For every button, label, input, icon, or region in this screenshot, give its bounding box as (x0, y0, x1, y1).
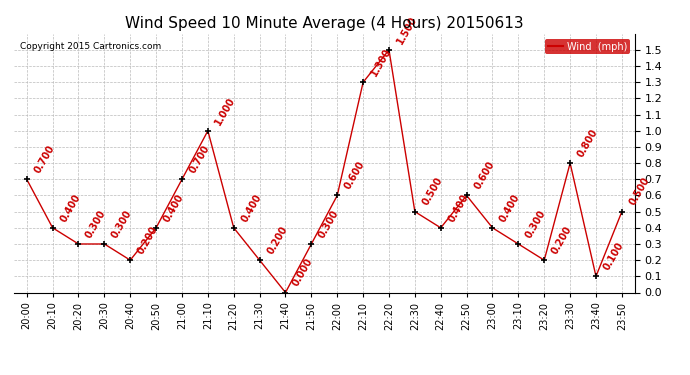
Text: 0.400: 0.400 (446, 192, 471, 224)
Title: Wind Speed 10 Minute Average (4 Hours) 20150613: Wind Speed 10 Minute Average (4 Hours) 2… (125, 16, 524, 31)
Text: 0.300: 0.300 (84, 208, 108, 240)
Text: 0.200: 0.200 (550, 224, 574, 256)
Text: 0.600: 0.600 (472, 160, 496, 191)
Text: 0.300: 0.300 (110, 208, 134, 240)
Text: 0.300: 0.300 (524, 208, 548, 240)
Text: 0.700: 0.700 (32, 144, 57, 175)
Text: 0.400: 0.400 (58, 192, 82, 224)
Text: 0.600: 0.600 (343, 160, 367, 191)
Text: 0.400: 0.400 (239, 192, 264, 224)
Text: 0.000: 0.000 (291, 257, 315, 288)
Text: Copyright 2015 Cartronics.com: Copyright 2015 Cartronics.com (20, 42, 161, 51)
Text: 0.100: 0.100 (602, 240, 626, 272)
Text: 0.200: 0.200 (265, 224, 289, 256)
Text: 1.300: 1.300 (368, 46, 393, 78)
Legend: Wind  (mph): Wind (mph) (545, 39, 630, 54)
Text: 0.500: 0.500 (420, 176, 444, 207)
Text: 0.800: 0.800 (575, 127, 600, 159)
Text: 0.400: 0.400 (161, 192, 186, 224)
Text: 0.200: 0.200 (136, 224, 160, 256)
Text: 0.500: 0.500 (627, 176, 651, 207)
Text: 1.000: 1.000 (213, 95, 237, 127)
Text: 0.300: 0.300 (317, 208, 341, 240)
Text: 0.700: 0.700 (188, 144, 212, 175)
Text: 0.400: 0.400 (498, 192, 522, 224)
Text: 1.500: 1.500 (395, 14, 419, 46)
